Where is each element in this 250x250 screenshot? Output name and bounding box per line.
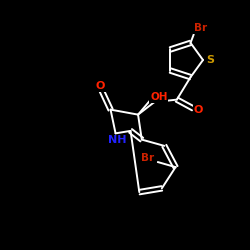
Text: OH: OH (150, 92, 168, 102)
Text: Br: Br (141, 152, 154, 162)
Text: S: S (206, 55, 214, 65)
Text: O: O (194, 104, 203, 115)
Text: O: O (96, 81, 105, 91)
Text: Br: Br (194, 24, 207, 34)
Text: NH: NH (108, 135, 126, 145)
